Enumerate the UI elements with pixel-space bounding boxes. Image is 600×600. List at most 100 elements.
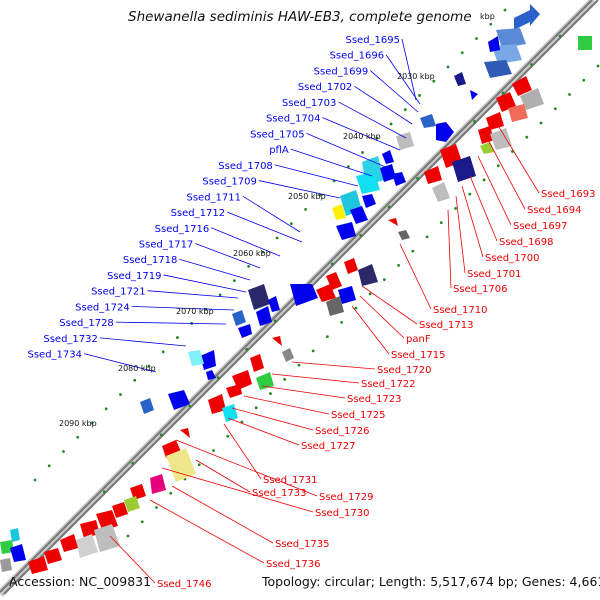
gene-arrow[interactable] xyxy=(150,474,166,494)
gene-arrow[interactable] xyxy=(282,348,294,362)
gene-label[interactable]: Ssed_1730 xyxy=(315,508,370,519)
gene-label[interactable]: Ssed_1735 xyxy=(275,539,330,550)
gene-arrow[interactable] xyxy=(256,306,272,326)
gene-label[interactable]: Ssed_1719 xyxy=(107,271,162,282)
gene-arrow[interactable] xyxy=(396,132,414,150)
gene-label[interactable]: Ssed_1700 xyxy=(485,253,540,264)
gene-arrow[interactable] xyxy=(94,524,120,552)
gene-arrow[interactable] xyxy=(206,370,216,380)
gene-arrow[interactable] xyxy=(238,324,252,338)
gene-label[interactable]: Ssed_1703 xyxy=(282,98,337,109)
gene-label[interactable]: Ssed_1710 xyxy=(433,305,488,316)
gene-arrow[interactable] xyxy=(326,272,342,290)
gene-arrow[interactable] xyxy=(520,88,544,110)
gene-arrow[interactable] xyxy=(124,496,140,512)
gene-arrow[interactable] xyxy=(350,206,368,224)
gene-arrow[interactable] xyxy=(200,350,216,370)
gene-label[interactable]: Ssed_1716 xyxy=(155,224,210,235)
gene-arrow[interactable] xyxy=(496,28,526,48)
gene-label[interactable]: Ssed_1720 xyxy=(377,365,432,376)
gene-label[interactable]: Ssed_1693 xyxy=(541,189,596,200)
gene-arrow[interactable] xyxy=(424,166,442,184)
gene-label[interactable]: Ssed_1733 xyxy=(252,488,307,499)
gene-arrow[interactable] xyxy=(272,336,282,346)
gene-arrow[interactable] xyxy=(232,310,246,326)
gene-label[interactable]: Ssed_1696 xyxy=(330,51,385,62)
gene-arrow[interactable] xyxy=(226,384,242,398)
gene-label[interactable]: Ssed_1722 xyxy=(361,379,416,390)
gene-arrow[interactable] xyxy=(0,558,12,572)
gene-arrow[interactable] xyxy=(432,182,450,202)
gene-arrow[interactable] xyxy=(60,534,78,552)
gene-arrow[interactable] xyxy=(490,128,512,150)
gene-arrow[interactable] xyxy=(344,258,358,274)
gene-arrow[interactable] xyxy=(512,76,532,96)
gene-label[interactable]: Ssed_1701 xyxy=(467,269,522,280)
gene-arrow[interactable] xyxy=(358,264,378,286)
gene-arrow[interactable] xyxy=(290,284,318,306)
gene-label[interactable]: Ssed_1712 xyxy=(171,208,226,219)
gene-label[interactable]: pflA xyxy=(269,145,289,156)
gene-label[interactable]: Ssed_1724 xyxy=(75,302,130,313)
gene-arrow[interactable] xyxy=(508,104,528,122)
gene-label[interactable]: Ssed_1698 xyxy=(499,237,554,248)
gene-arrow[interactable] xyxy=(514,4,540,30)
gene-label[interactable]: Ssed_1721 xyxy=(91,287,146,298)
gene-arrow[interactable] xyxy=(28,556,48,574)
gene-label[interactable]: Ssed_1706 xyxy=(453,284,508,295)
gene-arrow[interactable] xyxy=(96,510,118,530)
gene-arrow[interactable] xyxy=(166,448,196,482)
gene-label[interactable]: Ssed_1711 xyxy=(186,192,241,203)
gene-arrow[interactable] xyxy=(180,428,190,438)
gene-label[interactable]: Ssed_1718 xyxy=(123,255,178,266)
gene-label[interactable]: Ssed_1717 xyxy=(139,239,194,250)
gene-arrow[interactable] xyxy=(484,60,512,78)
gene-arrow[interactable] xyxy=(332,204,346,220)
gene-arrow[interactable] xyxy=(44,548,62,564)
gene-arrow[interactable] xyxy=(380,164,396,182)
gene-label[interactable]: Ssed_1694 xyxy=(527,205,582,216)
gene-arrow[interactable] xyxy=(188,350,204,366)
gene-arrow[interactable] xyxy=(454,72,466,86)
gene-arrow[interactable] xyxy=(256,372,274,390)
gene-label[interactable]: Ssed_1695 xyxy=(345,35,400,46)
gene-label[interactable]: Ssed_1709 xyxy=(202,177,257,188)
gene-arrow[interactable] xyxy=(388,218,398,226)
gene-label[interactable]: Ssed_1697 xyxy=(513,221,568,232)
gene-arrow[interactable] xyxy=(420,114,436,128)
gene-arrow[interactable] xyxy=(382,150,394,164)
gene-arrow[interactable] xyxy=(316,284,336,302)
gene-arrow[interactable] xyxy=(452,156,476,182)
gene-label[interactable]: panF xyxy=(406,334,431,345)
gene-label[interactable]: Ssed_1704 xyxy=(266,114,321,125)
gene-arrow[interactable] xyxy=(208,394,226,414)
gene-arrow[interactable] xyxy=(268,296,280,312)
gene-arrow[interactable] xyxy=(10,528,20,542)
gene-arrow[interactable] xyxy=(488,36,500,52)
gene-arrow[interactable] xyxy=(496,92,516,112)
gene-label[interactable]: Ssed_1702 xyxy=(298,82,353,93)
gene-arrow[interactable] xyxy=(578,36,592,50)
gene-label[interactable]: Ssed_1708 xyxy=(218,161,273,172)
gene-arrow[interactable] xyxy=(362,194,376,208)
gene-arrow[interactable] xyxy=(112,502,128,518)
gene-label[interactable]: Ssed_1746 xyxy=(157,579,212,590)
gene-arrow[interactable] xyxy=(168,390,190,410)
gene-label[interactable]: Ssed_1736 xyxy=(266,559,321,570)
gene-label[interactable]: Ssed_1732 xyxy=(43,334,98,345)
gene-arrow[interactable] xyxy=(398,230,410,240)
gene-arrow[interactable] xyxy=(76,534,98,558)
gene-label[interactable]: Ssed_1728 xyxy=(59,318,114,329)
gene-label[interactable]: Ssed_1723 xyxy=(347,394,402,405)
gene-arrow[interactable] xyxy=(478,126,494,144)
gene-label[interactable]: Ssed_1727 xyxy=(301,441,356,452)
gene-arrow[interactable] xyxy=(248,284,270,310)
gene-label[interactable]: Ssed_1726 xyxy=(315,426,370,437)
gene-arrow[interactable] xyxy=(0,540,14,554)
gene-label[interactable]: Ssed_1705 xyxy=(250,129,305,140)
gene-label[interactable]: Ssed_1731 xyxy=(263,475,318,486)
gene-arrow[interactable] xyxy=(356,172,380,194)
gene-arrow[interactable] xyxy=(338,286,356,304)
gene-label[interactable]: Ssed_1725 xyxy=(331,410,386,421)
gene-arrow[interactable] xyxy=(10,544,26,562)
